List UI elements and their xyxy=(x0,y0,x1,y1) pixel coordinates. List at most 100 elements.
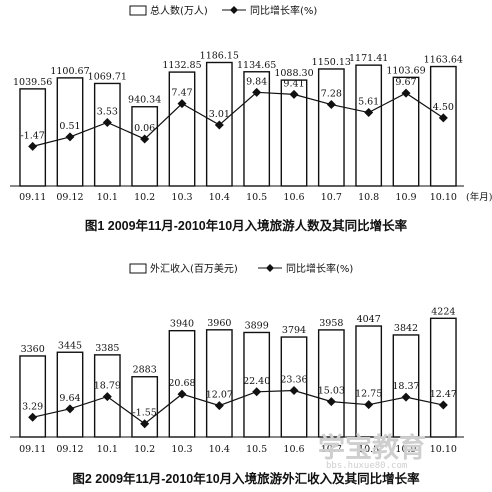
watermark-brand: 学宝教育 xyxy=(318,432,426,464)
growth-rate-label: 7.28 xyxy=(321,89,342,100)
bar-value-label: 1069.71 xyxy=(88,71,127,82)
growth-rate-point xyxy=(28,141,38,151)
growth-rate-label: -1.47 xyxy=(20,130,44,141)
growth-rate-point xyxy=(364,108,374,118)
bar-value-label: 1186.15 xyxy=(200,50,239,61)
legend-marker-line xyxy=(230,6,238,14)
x-tick-label: 10.3 xyxy=(171,444,192,455)
growth-rate-label: 3.29 xyxy=(22,401,43,412)
bar xyxy=(392,334,420,438)
x-tick-label: 10.5 xyxy=(246,444,267,455)
bar xyxy=(168,71,196,187)
bar xyxy=(168,329,196,438)
x-tick-label: 09.11 xyxy=(19,192,46,203)
x-tick-label: 09.11 xyxy=(19,444,46,455)
growth-rate-label: -1.55 xyxy=(132,408,156,419)
x-tick-label: 09.12 xyxy=(56,444,83,455)
growth-rate-point xyxy=(140,419,150,429)
growth-rate-point xyxy=(364,400,374,410)
x-tick-label: 10.9 xyxy=(395,444,416,455)
growth-rate-label: 9.41 xyxy=(283,78,304,89)
growth-rate-label: 12.47 xyxy=(430,389,457,400)
x-tick-label: 10.7 xyxy=(321,444,342,455)
growth-rate-line xyxy=(32,91,444,147)
growth-rate-label: 18.79 xyxy=(94,381,121,392)
legend-swatch-bars xyxy=(129,263,147,274)
bar xyxy=(56,351,84,438)
growth-rate-point xyxy=(289,89,299,99)
growth-rate-point xyxy=(140,134,150,144)
bar-value-label: 1088.30 xyxy=(274,68,313,79)
bar-value-label: 1132.85 xyxy=(162,60,201,71)
bar-value-label: 4047 xyxy=(357,314,381,325)
bar-value-label: 3385 xyxy=(95,343,119,354)
bar xyxy=(93,82,121,187)
watermark: 学宝教育 bbs.huxue80.com xyxy=(318,432,426,471)
x-tick-label: 10.6 xyxy=(283,192,304,203)
growth-rate-line xyxy=(32,389,444,425)
x-tick-label: 09.12 xyxy=(56,192,83,203)
growth-rate-label: 3.53 xyxy=(97,106,118,117)
growth-rate-point xyxy=(28,412,38,422)
x-tick-label: 10.1 xyxy=(97,192,118,203)
bar-value-label: 940.34 xyxy=(128,95,161,106)
legend-label-line: 同比增长率(%) xyxy=(286,262,353,275)
growth-rate-point xyxy=(438,113,448,123)
growth-rate-point xyxy=(65,132,75,142)
chart-1: 总人数(万人) 同比增长率(%) 1039.56 09.11 1100.67 09.12 1… xyxy=(10,4,492,203)
x-tick-label: 10.6 xyxy=(283,444,304,455)
growth-rate-label: 7.47 xyxy=(171,88,192,99)
growth-rate-point xyxy=(65,404,75,414)
growth-rate-point xyxy=(438,400,448,410)
bar xyxy=(317,329,345,438)
x-tick-label: 10.7 xyxy=(321,192,342,203)
legend-label-bars: 总人数(万人) xyxy=(150,4,208,17)
growth-rate-label: 12.75 xyxy=(355,389,382,400)
growth-rate-point xyxy=(401,88,411,98)
growth-rate-label: 9.84 xyxy=(246,76,267,87)
x-tick-label: 10.10 xyxy=(430,192,457,203)
bar xyxy=(429,65,457,187)
x-tick-label: 10.5 xyxy=(246,192,267,203)
growth-rate-point xyxy=(252,87,262,97)
bar xyxy=(317,68,345,187)
bar-value-label: 4224 xyxy=(431,306,455,317)
bar xyxy=(355,325,383,438)
x-axis-unit: (年月) xyxy=(466,191,492,203)
bar-value-label: 3958 xyxy=(319,318,343,329)
bar xyxy=(19,355,47,438)
chart-1-title: 图1 2009年11月-2010年10月入境旅游人数及其同比增长率 xyxy=(85,218,408,233)
growth-rate-point xyxy=(214,120,224,130)
growth-rate-label: 9.64 xyxy=(59,393,80,404)
growth-rate-point xyxy=(252,387,262,397)
x-tick-label: 10.8 xyxy=(358,444,379,455)
legend-swatch-bars xyxy=(129,5,147,16)
x-tick-label: 10.4 xyxy=(209,192,230,203)
growth-rate-label: 0.06 xyxy=(134,123,155,134)
growth-rate-point xyxy=(102,392,112,402)
bar-value-label: 1100.67 xyxy=(50,66,89,77)
x-tick-label: 10.8 xyxy=(358,192,379,203)
legend-label-bars: 外汇收入(百万美元) xyxy=(150,262,238,275)
growth-rate-label: 4.50 xyxy=(433,102,454,113)
growth-rate-point xyxy=(326,397,336,407)
bar-value-label: 3960 xyxy=(207,318,231,329)
bar xyxy=(131,106,159,187)
x-tick-label: 10.3 xyxy=(171,192,192,203)
x-tick-label: 10.1 xyxy=(97,444,118,455)
growth-rate-label: 22.40 xyxy=(243,376,270,387)
bar-value-label: 1171.41 xyxy=(349,53,388,64)
bar-value-label: 3940 xyxy=(170,319,194,330)
bar-value-label: 1103.69 xyxy=(386,65,425,76)
bar-value-label: 1134.65 xyxy=(237,60,276,71)
bar-value-label: 1150.13 xyxy=(312,57,351,68)
bar-value-label: 1039.56 xyxy=(13,77,52,88)
bar xyxy=(429,317,457,438)
chart-2: 外汇收入(百万美元) 同比增长率(%) 3360 09.11 3445 09.12 3385… xyxy=(10,262,464,455)
growth-rate-point xyxy=(214,401,224,411)
legend-marker-line xyxy=(266,264,274,272)
growth-rate-label: 15.03 xyxy=(318,386,345,397)
bar-value-label: 3842 xyxy=(394,323,418,334)
legend-label-line: 同比增长率(%) xyxy=(250,4,317,17)
